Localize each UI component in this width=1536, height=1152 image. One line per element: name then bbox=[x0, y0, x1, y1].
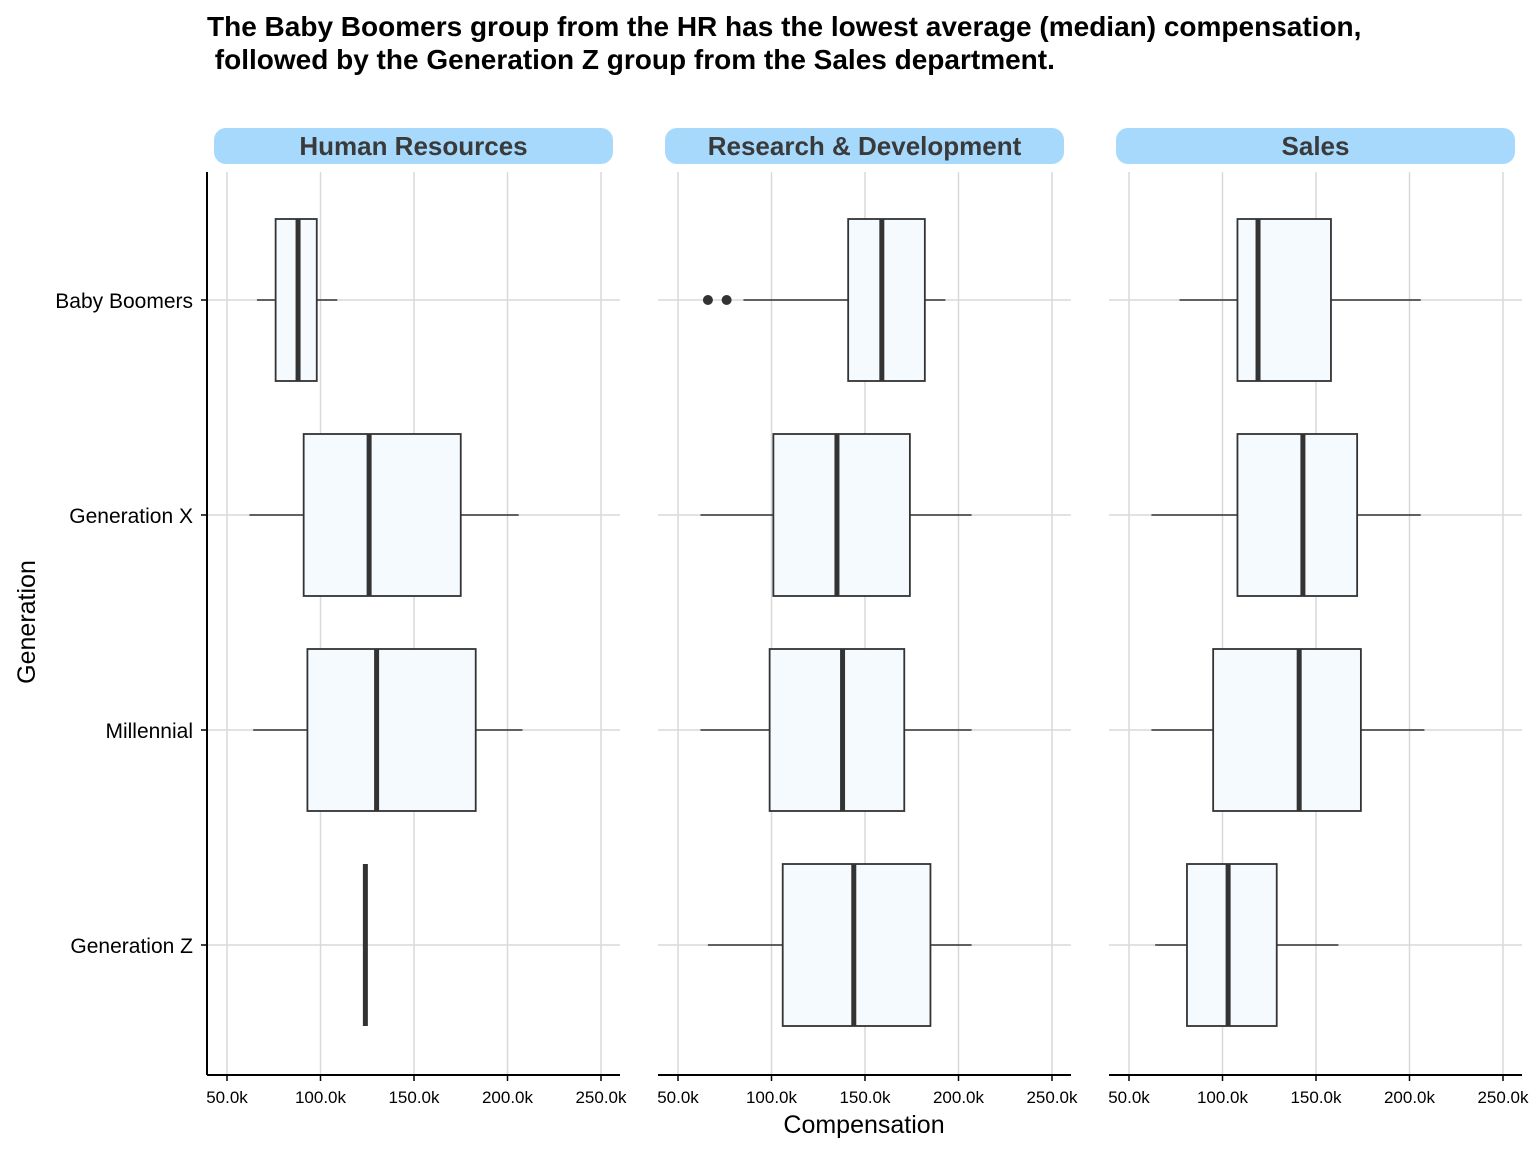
boxplot-1-1 bbox=[700, 433, 972, 597]
facet-panel-2: Sales 50.0k 100.0k 150.0k 200.0k 250.0k bbox=[1108, 128, 1529, 1107]
boxplot-0-2 bbox=[253, 648, 523, 812]
outlier-point bbox=[721, 295, 732, 305]
boxplot-2-3 bbox=[1155, 863, 1339, 1027]
chart-title-line-1: The Baby Boomers group from the HR has t… bbox=[207, 11, 1362, 42]
facet-panel-1: Research & Development 50.0k 100.0k 150.0k 2… bbox=[657, 128, 1078, 1107]
x-tick-label: 150.0k bbox=[1290, 1088, 1342, 1107]
x-axis-title: Compensation bbox=[783, 1111, 944, 1139]
x-tick-label: 50.0k bbox=[1108, 1088, 1150, 1107]
y-tick-label: Generation X bbox=[69, 505, 193, 528]
y-axis-title: Generation bbox=[13, 560, 41, 684]
box-iqr bbox=[781, 863, 932, 1027]
x-tick-label: 50.0k bbox=[657, 1088, 699, 1107]
x-tick-label: 150.0k bbox=[388, 1088, 440, 1107]
boxplot-1-2 bbox=[700, 648, 972, 812]
chart-title: The Baby Boomers group from the HR has t… bbox=[207, 10, 1507, 76]
boxplot-2-0 bbox=[1179, 218, 1421, 382]
x-tick-label: 200.0k bbox=[1384, 1088, 1436, 1107]
facet-panel-0: Human Resources 50.0k 100.0k 150.0k 200.0k 25… bbox=[55, 128, 627, 1107]
y-tick-label: Generation Z bbox=[70, 935, 193, 958]
y-tick-label: Baby Boomers bbox=[55, 290, 193, 313]
boxplot-2-2 bbox=[1151, 648, 1425, 812]
box-iqr bbox=[306, 648, 477, 812]
x-tick-label: 200.0k bbox=[933, 1088, 985, 1107]
box-iqr bbox=[847, 218, 926, 382]
x-tick-label: 100.0k bbox=[295, 1088, 347, 1107]
facet-strip-label: Human Resources bbox=[299, 131, 527, 161]
facet-strip-label: Sales bbox=[1282, 131, 1350, 161]
boxplot-1-0 bbox=[702, 218, 946, 382]
box-iqr bbox=[1236, 218, 1332, 382]
facet-strip-label: Research & Development bbox=[708, 131, 1022, 161]
boxplot-0-1 bbox=[249, 433, 519, 597]
y-tick-label: Millennial bbox=[105, 720, 193, 743]
box-iqr bbox=[1236, 433, 1359, 597]
x-tick-label: 250.0k bbox=[575, 1088, 627, 1107]
x-tick-label: 100.0k bbox=[746, 1088, 798, 1107]
boxplot-2-1 bbox=[1151, 433, 1421, 597]
box-iqr bbox=[1212, 648, 1362, 812]
boxplot-1-3 bbox=[707, 863, 972, 1027]
box-iqr bbox=[1186, 863, 1278, 1027]
x-tick-label: 100.0k bbox=[1197, 1088, 1249, 1107]
x-tick-label: 250.0k bbox=[1477, 1088, 1529, 1107]
x-tick-label: 200.0k bbox=[482, 1088, 534, 1107]
facet-strip bbox=[665, 128, 1064, 164]
boxplot-0-0 bbox=[256, 218, 338, 382]
facet-strip bbox=[214, 128, 613, 164]
chart-title-line-2: followed by the Generation Z group from … bbox=[207, 44, 1055, 75]
box-iqr bbox=[302, 433, 462, 597]
box-iqr bbox=[772, 433, 911, 597]
x-tick-label: 50.0k bbox=[206, 1088, 248, 1107]
x-tick-label: 150.0k bbox=[839, 1088, 891, 1107]
box-iqr bbox=[768, 648, 906, 812]
x-tick-label: 250.0k bbox=[1026, 1088, 1078, 1107]
facet-strip bbox=[1116, 128, 1515, 164]
outlier-point bbox=[702, 295, 713, 305]
